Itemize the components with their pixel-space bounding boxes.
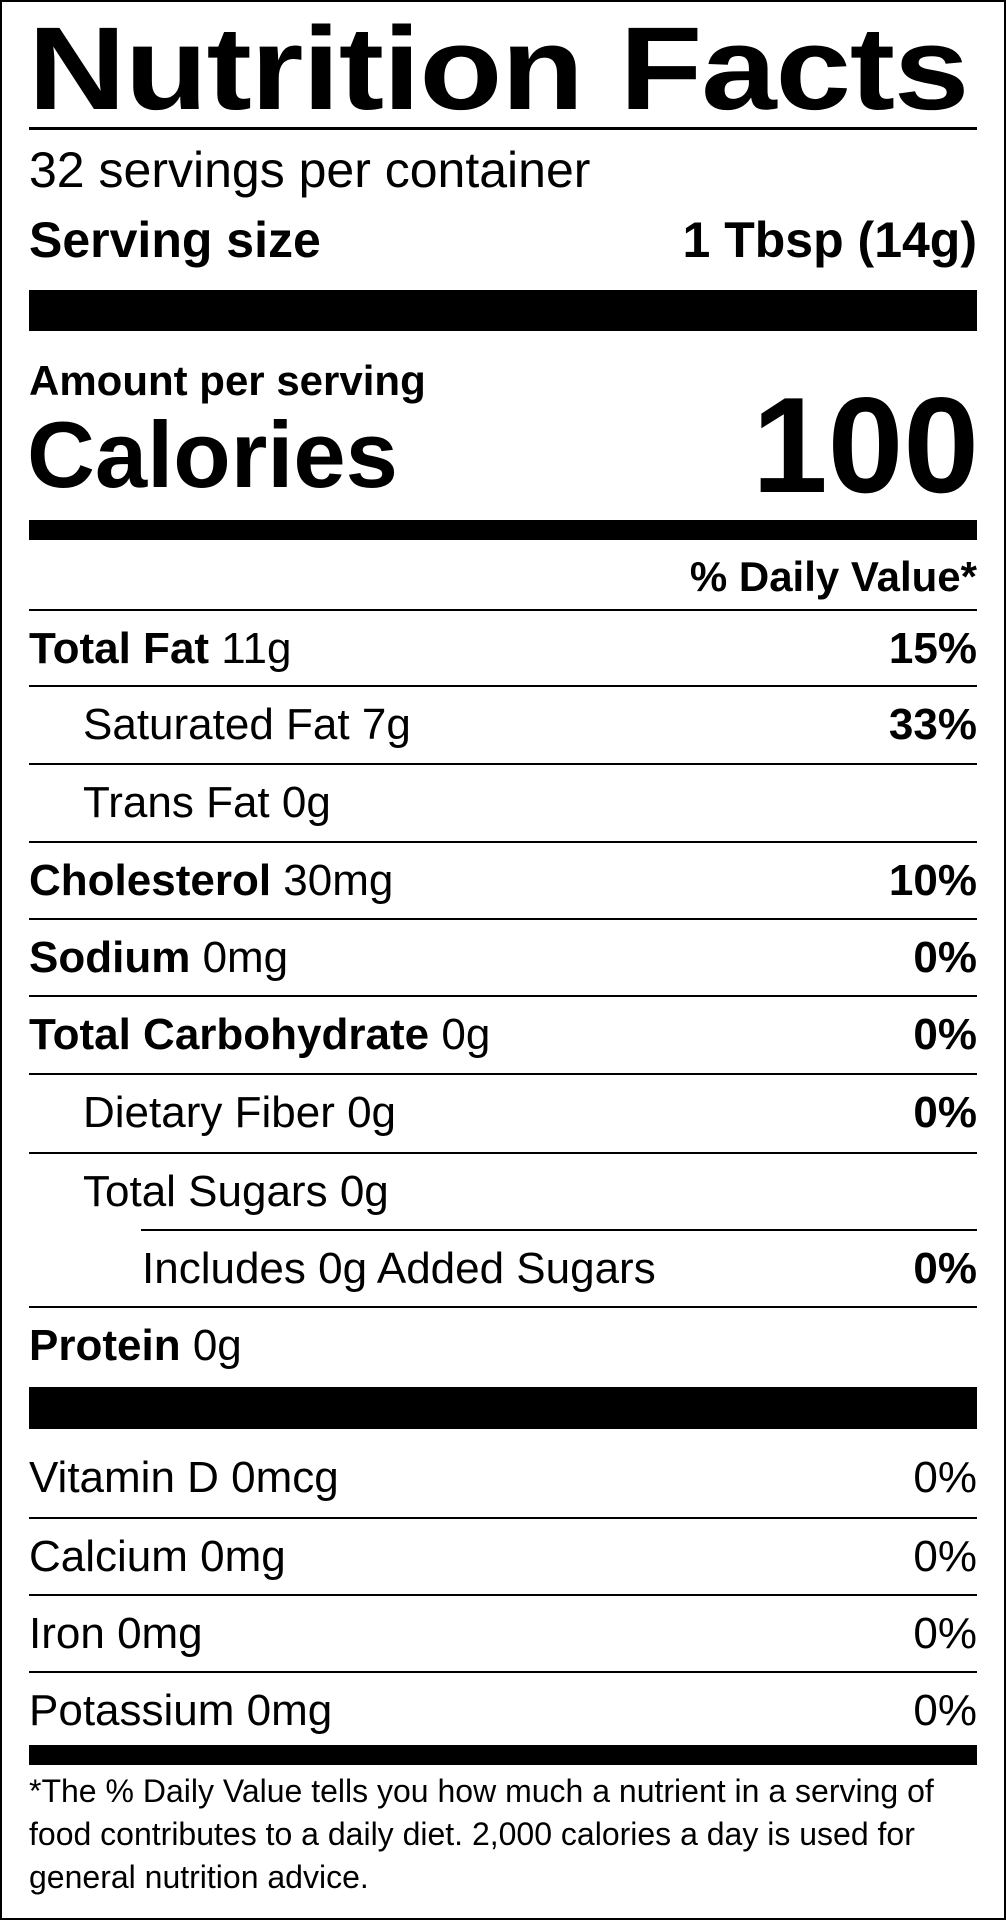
divider — [29, 609, 977, 611]
nutrient-amount: 0g — [347, 1088, 397, 1137]
nutrient-row-trans-fat: Trans Fat 0g — [29, 765, 977, 841]
nutrient-name: Dietary Fiber — [83, 1088, 335, 1137]
divider — [141, 1229, 977, 1231]
nutrient-amount: 0mg — [202, 933, 289, 982]
nutrient-row-cholesterol: Cholesterol 30mg 10% — [29, 843, 977, 919]
nutrient-dv: 15% — [888, 624, 977, 673]
vitamin-amount: 0mg — [200, 1532, 286, 1581]
divider — [29, 995, 977, 997]
nutrient-dv: 0% — [913, 933, 977, 982]
label-title: Nutrition Facts — [28, 3, 969, 135]
divider — [29, 1517, 977, 1519]
nutrient-amount: 0g — [339, 1167, 389, 1216]
nutrient-amount: 0g — [441, 1010, 491, 1059]
divider — [29, 1594, 977, 1596]
divider — [29, 918, 977, 920]
calories-value: 100 — [752, 369, 979, 521]
thick-bar — [29, 1387, 977, 1429]
nutrient-amount: 0g — [281, 778, 331, 827]
nutrient-name: Protein — [29, 1321, 181, 1370]
servings-per-container: 32 servings per container — [29, 142, 591, 198]
vitamin-name: Vitamin D — [29, 1453, 219, 1502]
divider — [29, 1306, 977, 1308]
vitamin-name: Iron — [29, 1609, 105, 1658]
vitamin-dv: 0% — [913, 1686, 977, 1735]
vitamin-row-iron: Iron 0mg 0% — [29, 1596, 977, 1672]
vitamin-dv: 0% — [913, 1609, 977, 1658]
thick-bar — [29, 290, 977, 331]
nutrient-name: Cholesterol — [29, 856, 272, 905]
nutrient-name: Total Fat — [29, 624, 210, 673]
nutrient-row-total-sugars: Total Sugars 0g — [29, 1154, 977, 1230]
divider — [29, 841, 977, 843]
vitamin-name: Calcium — [29, 1532, 188, 1581]
nutrient-name: Total Sugars — [83, 1167, 328, 1216]
nutrient-amount: 7g — [361, 700, 411, 749]
serving-size-value: 1 Tbsp (14g) — [682, 212, 977, 268]
nutrient-row-total-fat: Total Fat 11g 15% — [29, 611, 977, 687]
nutrient-row-added-sugars: Includes 0g Added Sugars 0% — [29, 1231, 977, 1307]
calories-label: Calories — [27, 402, 398, 507]
vitamin-dv: 0% — [913, 1453, 977, 1502]
divider — [29, 1152, 977, 1154]
nutrient-row-sodium: Sodium 0mg 0% — [29, 920, 977, 996]
nutrient-name: Sodium — [29, 933, 191, 982]
nutrient-name: Includes 0g Added Sugars — [142, 1244, 656, 1293]
divider — [29, 1671, 977, 1673]
nutrient-dv: 0% — [913, 1244, 977, 1293]
divider — [29, 1073, 977, 1075]
vitamin-name: Potassium — [29, 1686, 235, 1735]
daily-value-header: % Daily Value* — [689, 553, 977, 600]
nutrient-row-total-carbohydrate: Total Carbohydrate 0g 0% — [29, 997, 977, 1073]
nutrient-dv: 33% — [888, 700, 977, 749]
footnote: *The % Daily Value tells you how much a … — [29, 1773, 934, 1895]
divider — [29, 127, 977, 130]
nutrient-name: Trans Fat — [83, 778, 270, 827]
nutrient-dv: 10% — [888, 856, 977, 905]
nutrient-row-saturated-fat: Saturated Fat 7g 33% — [29, 687, 977, 763]
vitamin-amount: 0mg — [117, 1609, 203, 1658]
nutrient-name: Saturated Fat — [83, 700, 350, 749]
nutrient-dv: 0% — [913, 1088, 977, 1137]
vitamin-dv: 0% — [913, 1532, 977, 1581]
serving-size-label: Serving size — [29, 212, 321, 268]
nutrient-amount: 30mg — [283, 856, 394, 905]
nutrient-amount: 11g — [221, 624, 292, 673]
divider — [29, 763, 977, 765]
vitamin-row-calcium: Calcium 0mg 0% — [29, 1519, 977, 1595]
nutrient-row-dietary-fiber: Dietary Fiber 0g 0% — [29, 1075, 977, 1151]
vitamin-row-vitamin-d: Vitamin D 0mcg 0% — [29, 1440, 977, 1516]
medium-bar — [29, 520, 977, 540]
nutrient-dv: 0% — [913, 1010, 977, 1059]
vitamin-amount: 0mg — [246, 1686, 333, 1735]
vitamin-row-potassium: Potassium 0mg 0% — [29, 1673, 977, 1749]
nutrient-row-protein: Protein 0g — [29, 1308, 977, 1384]
nutrient-amount: 0g — [192, 1321, 242, 1370]
nutrient-name: Total Carbohydrate — [29, 1010, 430, 1059]
vitamin-amount: 0mcg — [231, 1453, 339, 1502]
medium-bar — [29, 1745, 977, 1765]
amount-per-serving: Amount per serving — [29, 357, 426, 404]
divider — [29, 685, 977, 687]
